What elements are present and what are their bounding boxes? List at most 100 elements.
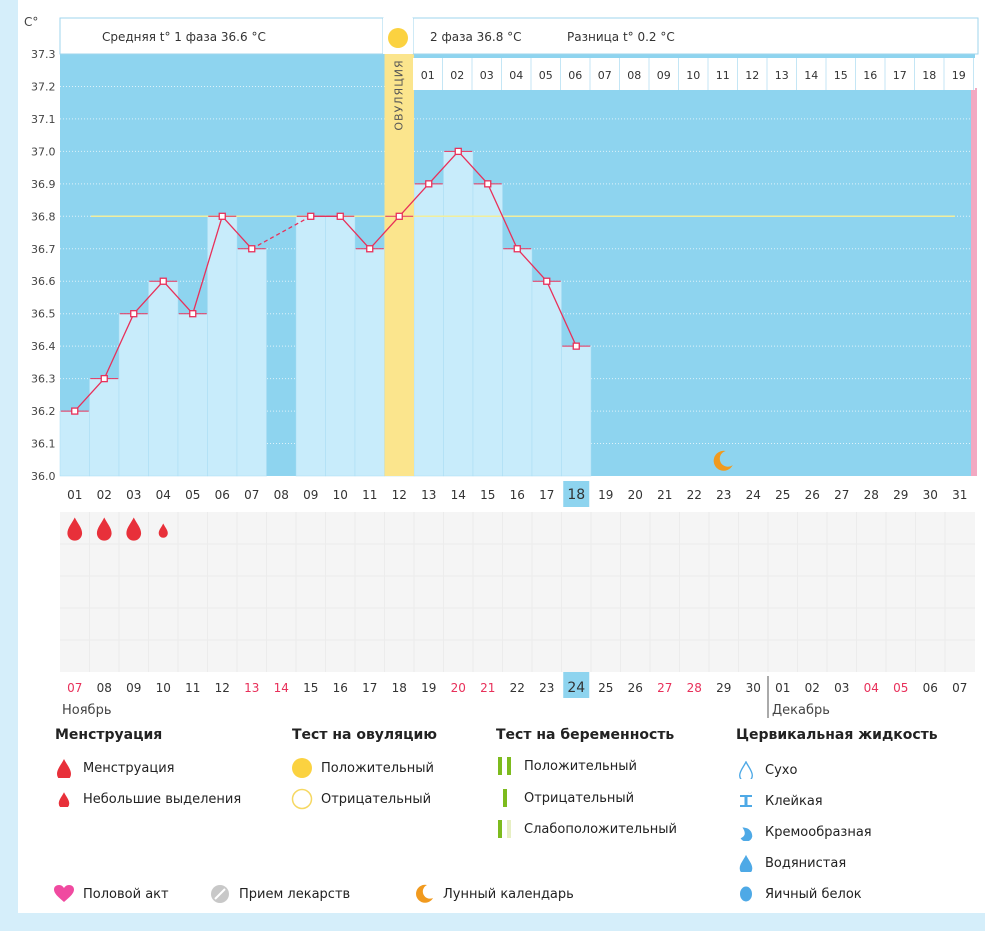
- series-line: [428, 150, 459, 185]
- data-point: [572, 342, 580, 350]
- moon-icon: [413, 884, 435, 904]
- legend-ovulation-positive: Положительный: [291, 758, 434, 778]
- calendar-date-label: 04: [864, 681, 879, 695]
- data-point: [543, 277, 551, 285]
- calendar-date-label: 07: [952, 681, 967, 695]
- phase2-day-label: 05: [539, 69, 553, 82]
- x-tick-label: 19: [598, 488, 613, 502]
- ovulation-band: [384, 54, 414, 476]
- unit-label: C°: [24, 15, 38, 29]
- y-tick-label: 36.7: [31, 243, 56, 256]
- creamy-drop-icon: [735, 822, 757, 842]
- legend-menstruation-title: Менструация: [55, 727, 163, 743]
- phase2-day-label: 11: [716, 69, 730, 82]
- x-tick-label: 26: [805, 488, 820, 502]
- temperature-bar: [295, 216, 326, 477]
- calendar-date-label: 24: [567, 680, 585, 696]
- data-point: [307, 212, 315, 220]
- phase1-text: Средняя t° 1 фаза 36.6 °C: [102, 30, 266, 44]
- legend-ovulation-test-title: Тест на овуляцию: [292, 727, 437, 743]
- temperature-bar: [561, 345, 592, 477]
- data-point: [484, 180, 492, 188]
- x-tick-label: 21: [657, 488, 672, 502]
- y-tick-label: 36.1: [31, 438, 56, 451]
- data-point: [425, 180, 433, 188]
- y-tick-label: 37.0: [31, 145, 56, 158]
- calendar-date-label: 07: [67, 681, 82, 695]
- x-tick-label: 09: [303, 488, 318, 502]
- x-tick-label: 28: [864, 488, 879, 502]
- phase2-day-label: 01: [421, 69, 435, 82]
- series-line: [103, 313, 135, 379]
- x-tick-label: 10: [333, 488, 348, 502]
- calendar-date-label: 01: [775, 681, 790, 695]
- x-tick-label: 04: [156, 488, 171, 502]
- ovulation-label: ОВУЛЯЦИЯ: [392, 59, 405, 130]
- x-tick-label: 13: [421, 488, 436, 502]
- x-tick-label: 31: [952, 488, 967, 502]
- phase2-day-label: 08: [627, 69, 641, 82]
- x-tick-label: 20: [628, 488, 643, 502]
- x-tick-label: 18: [567, 487, 585, 503]
- data-point: [454, 147, 462, 156]
- y-tick-label: 36.8: [31, 210, 56, 223]
- calendar-date-label: 17: [362, 681, 377, 695]
- heart-icon: [53, 884, 75, 904]
- legend-cervical-sticky: Клейкая: [735, 791, 823, 811]
- sticky-drop-icon: [735, 791, 757, 811]
- outline-drop-icon: [735, 760, 757, 780]
- x-tick-label: 11: [362, 488, 377, 502]
- temperature-bar: [118, 313, 149, 477]
- data-point: [159, 277, 167, 285]
- x-tick-label: 05: [185, 488, 200, 502]
- legend-ovulation-negative: Отрицательный: [291, 788, 431, 810]
- phase2-text: 2 фаза 36.8 °C: [430, 30, 522, 44]
- legend-pregnancy-negative: Отрицательный: [494, 788, 634, 808]
- series-line-gap: [251, 215, 312, 250]
- x-tick-label: 23: [716, 488, 731, 502]
- phase2-day-label: 12: [745, 69, 759, 82]
- phase2-day-label: 07: [598, 69, 612, 82]
- x-tick-label: 29: [893, 488, 908, 502]
- temperature-bar: [354, 248, 385, 477]
- calendar-date-label: 10: [156, 681, 171, 695]
- single-bar-icon: [494, 788, 516, 808]
- series-line: [192, 216, 223, 314]
- legend-pregnancy-test-title: Тест на беременность: [496, 727, 675, 743]
- double-bar-icon: [494, 756, 516, 776]
- series-line: [74, 378, 105, 412]
- series-line: [516, 248, 548, 282]
- data-point: [395, 212, 403, 220]
- x-tick-label: 17: [539, 488, 554, 502]
- series-line: [546, 280, 577, 347]
- phase2-day-label: 16: [863, 69, 877, 82]
- calendar-date-label: 02: [805, 681, 820, 695]
- legend-intercourse: Половой акт: [53, 884, 169, 904]
- data-point: [336, 212, 344, 220]
- y-tick-label: 36.0: [31, 470, 56, 483]
- calendar-date-label: 06: [923, 681, 938, 695]
- calendar-date-label: 23: [539, 681, 554, 695]
- calendar-date-label: 12: [215, 681, 230, 695]
- moon-icon: [713, 450, 733, 471]
- y-tick-label: 36.2: [31, 405, 56, 418]
- legend-cervical-title: Цервикальная жидкость: [736, 727, 938, 743]
- current-day-highlight: [563, 481, 590, 507]
- data-point: [366, 245, 374, 253]
- calendar-date-label: 13: [244, 681, 259, 695]
- calendar-date-label: 20: [451, 681, 466, 695]
- weak-bar-icon: [494, 819, 516, 839]
- x-tick-label: 22: [687, 488, 702, 502]
- x-tick-label: 02: [97, 488, 112, 502]
- temperature-bar: [502, 248, 533, 477]
- x-tick-label: 30: [923, 488, 938, 502]
- series-line: [487, 183, 518, 250]
- legend-menstruation: Менструация: [53, 758, 174, 778]
- calendar-date-label: 22: [510, 681, 525, 695]
- legend-cervical-eggwhite: Яичный белок: [735, 884, 862, 904]
- empty-circle-icon: [291, 788, 313, 810]
- phase2-day-label: 10: [686, 69, 700, 82]
- legend-pregnancy-weak: Слабоположительный: [494, 819, 677, 839]
- temperature-bar: [207, 216, 238, 477]
- calendar-date-label: 29: [716, 681, 731, 695]
